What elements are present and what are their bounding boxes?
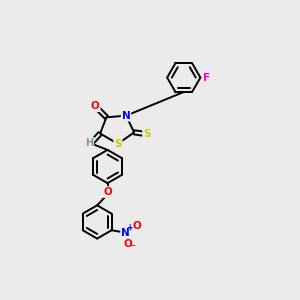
Text: O: O [132, 221, 141, 231]
Text: O: O [123, 239, 132, 249]
Text: N: N [121, 228, 130, 238]
Text: O: O [103, 187, 112, 197]
Text: +: + [127, 223, 133, 232]
Text: S: S [143, 129, 151, 139]
Text: −: − [128, 242, 135, 250]
Text: O: O [91, 101, 100, 111]
Text: N: N [122, 111, 130, 121]
Text: F: F [202, 73, 210, 82]
Text: H: H [85, 138, 93, 148]
Text: S: S [114, 139, 122, 149]
